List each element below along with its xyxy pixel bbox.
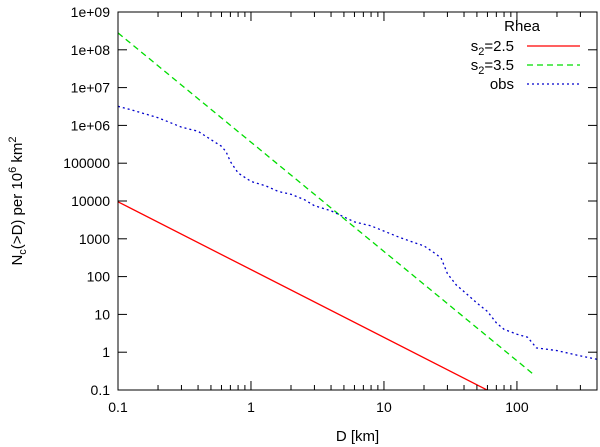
series-layer	[118, 32, 597, 390]
legend-label-2: s2=3.5	[471, 57, 514, 77]
legend-label-rest: =3.5	[484, 57, 514, 74]
y-axis-title-sup1: 6	[7, 167, 19, 173]
labels-layer: 0.1 1 10 100 0.1 1 10 100 1000 10000 100000 1e+06 1e…	[63, 4, 529, 415]
series-line-2	[118, 32, 535, 376]
legend-label-main: obs	[490, 76, 514, 93]
y-tick-label: 1e+07	[71, 80, 111, 96]
y-tick-label: 10000	[71, 193, 110, 209]
legend-title: Rhea	[504, 18, 541, 35]
x-tick-label: 10	[376, 399, 392, 415]
y-tick-label: 100	[87, 269, 111, 285]
legend-label-rest: =2.5	[484, 38, 514, 55]
y-tick-label: 1e+06	[71, 117, 111, 133]
x-tick-label: 1	[247, 399, 255, 415]
y-axis-title-mid: (>D) per 10	[9, 173, 26, 249]
legend-label-main: s	[471, 57, 479, 74]
legend-label-sub: 2	[478, 65, 484, 77]
x-axis-title: D [km]	[336, 428, 379, 445]
y-tick-label: 1	[102, 344, 110, 360]
x-tick-label: 100	[505, 399, 529, 415]
legend-label-sub: 2	[478, 46, 484, 58]
plot-frame	[117, 11, 598, 391]
legend-label-1: s2=2.5	[471, 38, 514, 58]
y-tick-label: 10	[94, 306, 110, 322]
y-tick-label: 1e+09	[71, 4, 111, 20]
y-tick-label: 100000	[63, 155, 110, 171]
y-tick-label: 0.1	[91, 382, 111, 398]
legend-label-main: s	[471, 38, 479, 55]
y-axis-title: Nc(>D) per 106 km2	[7, 136, 29, 265]
series-line-3	[118, 105, 597, 360]
series-line-1	[118, 201, 489, 390]
y-axis-title-unit: km	[9, 143, 26, 167]
y-axis-title-sub: c	[17, 249, 29, 255]
y-tick-label: 1000	[79, 231, 110, 247]
ticks-layer	[117, 11, 597, 391]
y-axis-title-sup2: 2	[7, 136, 19, 142]
x-tick-label: 0.1	[108, 399, 128, 415]
y-tick-label: 1e+08	[71, 42, 111, 58]
y-axis-title-main: N	[9, 255, 26, 266]
legend-label-3: obs	[490, 76, 514, 93]
